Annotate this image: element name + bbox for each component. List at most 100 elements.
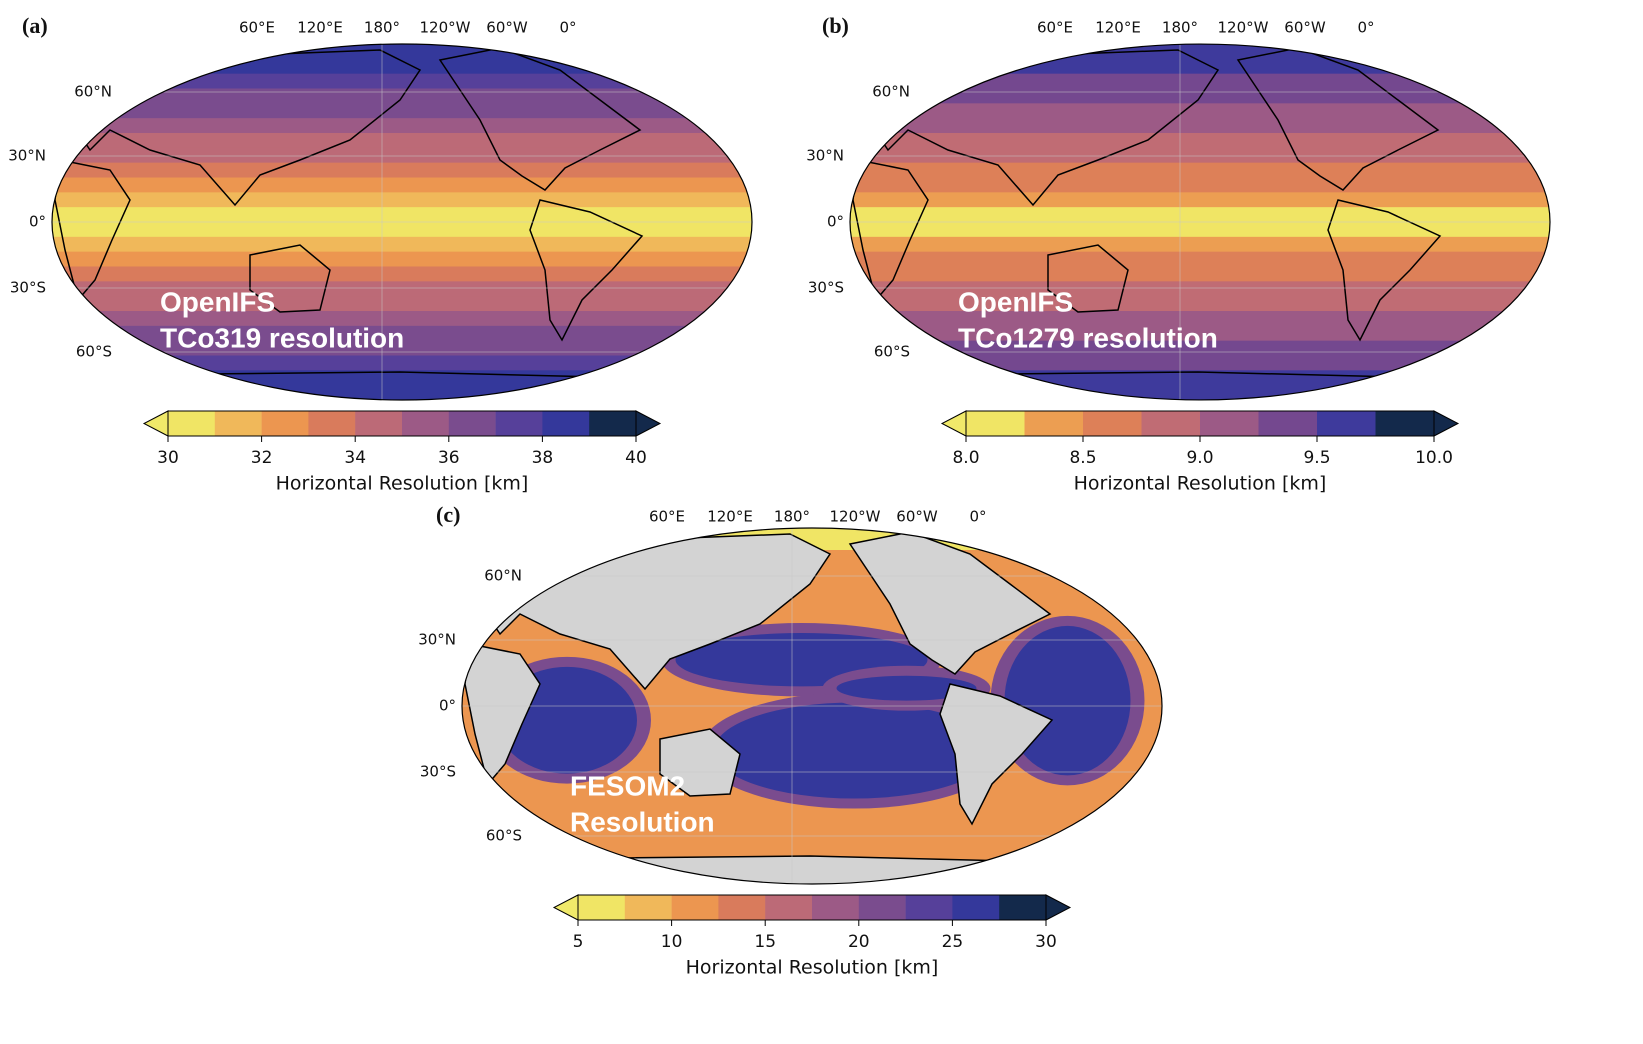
colorbar-tick-label: 20	[848, 932, 870, 952]
lon-label: 180°	[364, 19, 400, 37]
lat-label: 30°S	[808, 279, 844, 297]
annotation: TCo319 resolution	[160, 322, 404, 353]
lat-label: 60°S	[486, 827, 522, 845]
colorbar-under	[940, 410, 967, 437]
resolution-band	[850, 355, 1550, 371]
resolution-band	[52, 73, 752, 89]
colorbar-segment	[905, 895, 953, 920]
annotation: OpenIFS	[160, 286, 275, 317]
colorbar-over	[1433, 410, 1460, 437]
coastline	[529, 199, 644, 342]
resolution-band	[52, 103, 752, 119]
colorbar-segment	[966, 411, 1025, 436]
annotation: Resolution	[570, 806, 715, 837]
resolution-band	[850, 236, 1550, 253]
colorbar-tick-label: 10.0	[1415, 448, 1453, 468]
resolution-band	[52, 311, 752, 327]
resolution-band	[52, 177, 752, 193]
resolution-band	[52, 325, 752, 342]
colorbar-segment	[858, 895, 906, 920]
colorbar-under	[142, 410, 169, 437]
colorbar-tick-label: 34	[344, 448, 366, 468]
lat-label: 30°N	[418, 631, 456, 649]
land	[464, 643, 541, 786]
resolution-band	[850, 385, 1550, 400]
resolution-band	[52, 222, 752, 238]
colorbar-tick-label: 5	[573, 932, 584, 952]
colorbar-tick-label: 8.5	[1069, 448, 1096, 468]
colorbar-tick-label: 10	[661, 932, 683, 952]
ocean-coarse	[714, 702, 994, 799]
colorbar-segment	[448, 411, 496, 436]
colorbar-segment	[1083, 411, 1142, 436]
resolution-band	[52, 236, 752, 253]
colorbar-tick-label: 30	[157, 448, 179, 468]
resolution-band	[850, 73, 1550, 89]
resolution-band	[52, 281, 752, 297]
panel: (a) 60°E 120°E 180° 120°W 60°W 0° 60°N 30°N 0° 30°…	[8, 13, 753, 495]
lon-label: 0°	[1357, 19, 1374, 37]
resolution-band	[52, 118, 752, 134]
colorbar-segment	[1200, 411, 1259, 436]
map	[462, 528, 1162, 884]
colorbar-title: Horizontal Resolution [km]	[1074, 473, 1327, 495]
resolution-band	[52, 385, 752, 400]
colorbar-tick-label: 9.0	[1186, 448, 1213, 468]
resolution-band	[850, 44, 1550, 60]
lon-label: 120°E	[1095, 19, 1141, 37]
resolution-band	[52, 44, 752, 60]
panel-label: (a)	[22, 13, 48, 38]
resolution-band	[850, 222, 1550, 238]
colorbar-tick-label: 25	[942, 932, 964, 952]
lon-label: 60°E	[649, 508, 685, 526]
colorbar-tick-label: 15	[754, 932, 776, 952]
lon-label: 180°	[1162, 19, 1198, 37]
colorbar-frame	[577, 894, 1047, 921]
resolution-band	[52, 266, 752, 282]
colorbar-segment	[1375, 411, 1435, 436]
colorbar-tick-label: 8.0	[952, 448, 979, 468]
land	[848, 531, 1052, 675]
lon-label: 60°E	[239, 19, 275, 37]
resolution-band	[850, 192, 1550, 208]
colorbar-title: Horizontal Resolution [km]	[276, 473, 529, 495]
colorbar-segment	[718, 895, 766, 920]
lat-label: 30°S	[10, 279, 46, 297]
colorbar-segment	[952, 895, 1000, 920]
lon-label: 60°W	[896, 508, 938, 526]
lon-label: 0°	[969, 508, 986, 526]
coastline	[1047, 244, 1129, 313]
lon-label: 60°E	[1037, 19, 1073, 37]
resolution-band	[52, 162, 752, 178]
coastline	[857, 49, 1220, 207]
panel-label: (b)	[822, 13, 849, 38]
colorbar-segment	[495, 411, 543, 436]
colorbar-segment	[1258, 411, 1318, 436]
coastline	[1327, 199, 1442, 342]
lat-label: 30°S	[420, 763, 456, 781]
lat-label: 60°N	[484, 567, 522, 585]
resolution-band	[850, 311, 1550, 327]
lat-label: 60°N	[74, 83, 112, 101]
map	[52, 44, 752, 400]
colorbar-tick-label: 32	[251, 448, 273, 468]
lat-label: 60°N	[872, 83, 910, 101]
panel: (c) 60°E 120°E 180° 120°W 60°W 0° 60°N 30°N 0° 30°…	[418, 502, 1163, 979]
colorbar-frame	[167, 410, 637, 437]
lat-label: 60°S	[76, 343, 112, 361]
lat-label: 0°	[29, 213, 46, 231]
colorbar-tick-label: 30	[1035, 932, 1057, 952]
colorbar-segment	[261, 411, 309, 436]
lon-label: 60°W	[1284, 19, 1326, 37]
colorbar-segment	[1317, 411, 1376, 436]
map-border	[461, 527, 1163, 885]
resolution-band	[850, 103, 1550, 119]
colorbar-segment	[812, 895, 860, 920]
lat-label: 30°N	[806, 147, 844, 165]
lon-label: 60°W	[486, 19, 528, 37]
lon-label: 120°W	[830, 508, 881, 526]
resolution-band	[850, 296, 1550, 312]
lon-label: 120°W	[420, 19, 471, 37]
resolution-band	[850, 251, 1550, 267]
